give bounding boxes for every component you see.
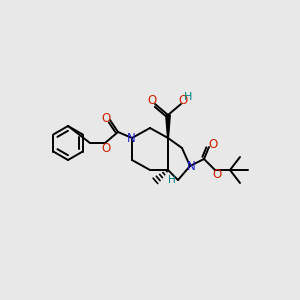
Text: O: O xyxy=(212,169,222,182)
Polygon shape xyxy=(166,115,170,138)
Text: O: O xyxy=(101,142,111,154)
Text: O: O xyxy=(208,137,217,151)
Text: H: H xyxy=(184,92,192,102)
Text: O: O xyxy=(147,94,157,107)
Text: O: O xyxy=(101,112,111,124)
Text: N: N xyxy=(187,160,195,172)
Text: O: O xyxy=(178,94,188,106)
Text: H: H xyxy=(168,175,176,185)
Text: N: N xyxy=(127,131,135,145)
